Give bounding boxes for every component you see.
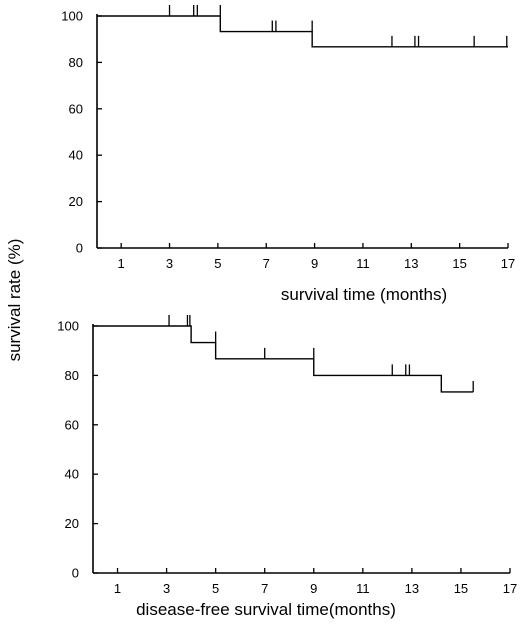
x-tick-label: 9 bbox=[311, 256, 318, 271]
x-tick-label: 3 bbox=[163, 581, 170, 596]
x-tick-label: 15 bbox=[454, 581, 468, 596]
y-tick-label: 80 bbox=[65, 368, 79, 383]
x-tick-label: 1 bbox=[118, 256, 125, 271]
x-tick-label: 5 bbox=[212, 581, 219, 596]
x-tick-label: 7 bbox=[261, 581, 268, 596]
x-tick-label: 17 bbox=[503, 581, 517, 596]
y-tick-label: 60 bbox=[65, 417, 79, 432]
x-tick-label: 3 bbox=[166, 256, 173, 271]
y-tick-label: 40 bbox=[69, 148, 83, 163]
x-tick-label: 11 bbox=[356, 256, 370, 271]
y-tick-label: 20 bbox=[65, 516, 79, 531]
y-tick-label: 100 bbox=[57, 319, 79, 334]
shared-y-axis-label: survival rate (%) bbox=[5, 239, 24, 362]
x-axis-label: survival time (months) bbox=[281, 285, 447, 304]
x-tick-label: 15 bbox=[452, 256, 466, 271]
x-tick-label: 1 bbox=[114, 581, 121, 596]
y-tick-label: 100 bbox=[61, 9, 83, 24]
y-tick-label: 0 bbox=[72, 566, 79, 581]
x-tick-label: 11 bbox=[356, 581, 370, 596]
x-tick-label: 5 bbox=[214, 256, 221, 271]
y-tick-label: 80 bbox=[69, 55, 83, 70]
x-axis-label: disease-free survival time(months) bbox=[136, 600, 396, 619]
survival-step-line bbox=[93, 325, 474, 393]
x-tick-label: 9 bbox=[310, 581, 317, 596]
y-tick-label: 60 bbox=[69, 101, 83, 116]
y-tick-label: 40 bbox=[65, 467, 79, 482]
x-tick-label: 13 bbox=[405, 581, 419, 596]
y-tick-label: 20 bbox=[69, 194, 83, 209]
x-tick-label: 13 bbox=[404, 256, 418, 271]
y-tick-label: 0 bbox=[76, 241, 83, 256]
x-tick-label: 17 bbox=[501, 256, 515, 271]
x-tick-label: 7 bbox=[263, 256, 270, 271]
survival-step-line bbox=[97, 15, 508, 48]
